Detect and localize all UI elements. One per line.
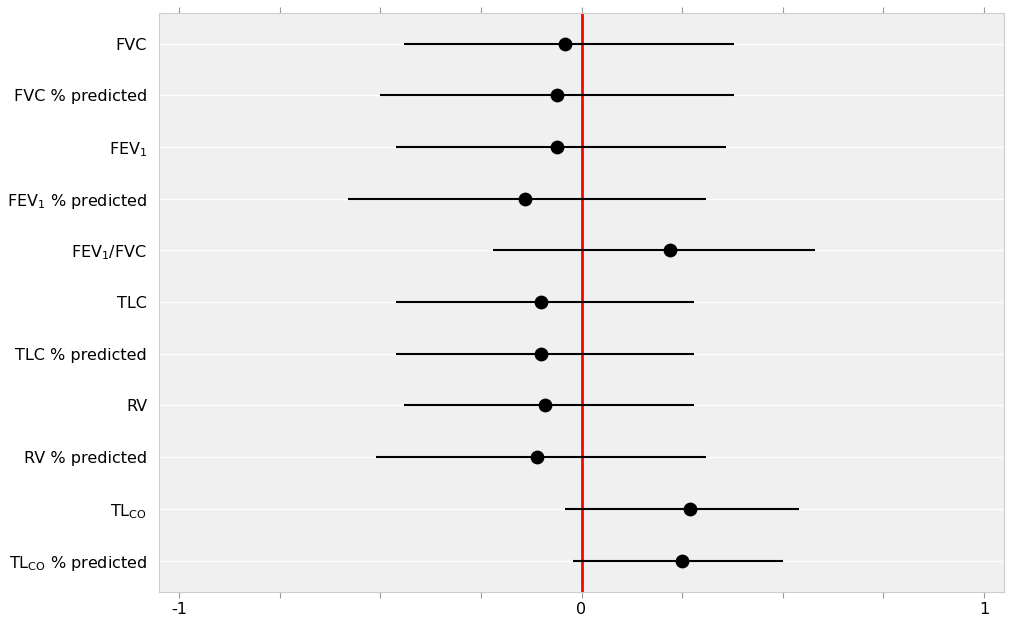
Point <box>674 555 691 565</box>
Point <box>533 349 549 359</box>
Point <box>529 452 545 462</box>
Point <box>549 90 565 100</box>
Point <box>537 401 553 411</box>
Point <box>682 504 699 514</box>
Point <box>549 142 565 152</box>
Point <box>533 297 549 307</box>
Point <box>517 193 533 203</box>
Point <box>662 245 678 255</box>
Point <box>557 39 573 49</box>
